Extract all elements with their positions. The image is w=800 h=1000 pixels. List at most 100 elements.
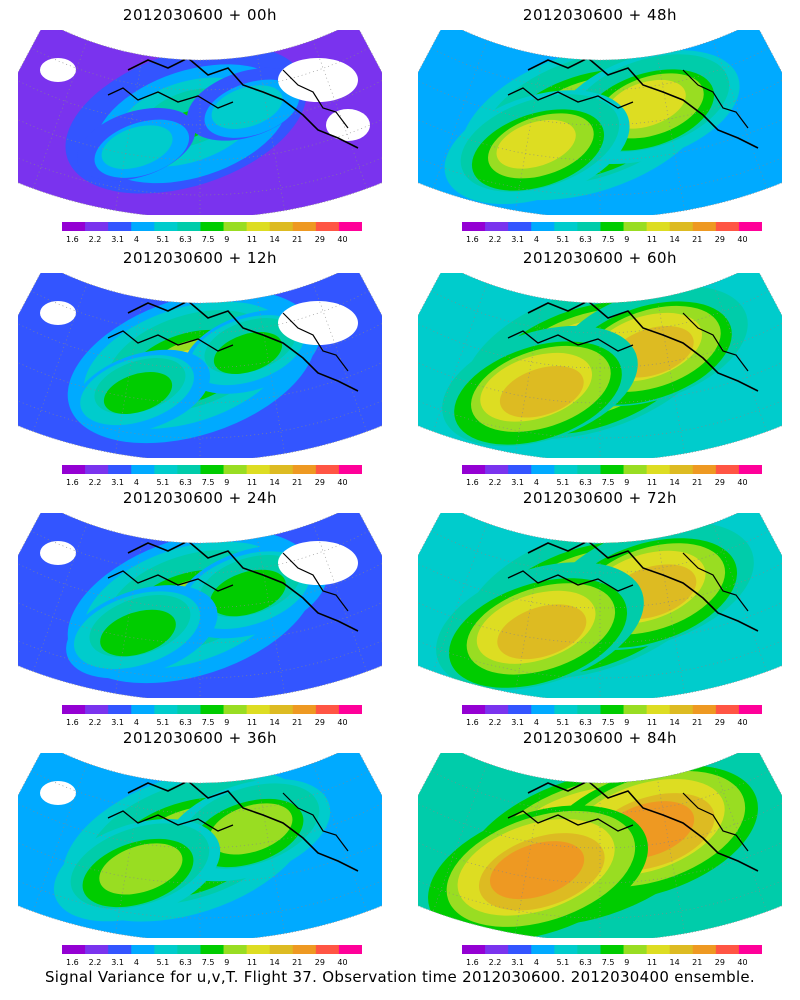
- colorbar-swatch: [108, 465, 132, 474]
- colorbar-label: 29: [715, 958, 725, 967]
- colorbar-swatch: [692, 465, 717, 474]
- colorbar: 1.6 2.2 3.1 4 5.1 6.3 7.5 9 11 14 21 29 40: [62, 222, 362, 244]
- colorbar-swatch: [508, 222, 532, 231]
- colorbar-label: 14: [270, 478, 280, 487]
- colorbar-label: 6.3: [179, 478, 192, 487]
- colorbar-label: 3.1: [511, 718, 524, 727]
- colorbar-label: 14: [270, 235, 280, 244]
- colorbar-swatch: [508, 465, 532, 474]
- colorbar-label: 5.1: [556, 958, 569, 967]
- colorbar-swatch: [131, 945, 155, 954]
- colorbar-label: 21: [292, 478, 302, 487]
- colorbar-label: 11: [247, 478, 257, 487]
- colorbar-swatch: [131, 705, 155, 714]
- variance-map: [18, 30, 382, 215]
- colorbar-label: 1.6: [66, 235, 79, 244]
- colorbar-swatch: [692, 705, 717, 714]
- colorbar-swatch: [154, 222, 178, 231]
- colorbar-swatch: [85, 705, 109, 714]
- colorbar-swatch: [315, 945, 340, 954]
- colorbar-swatch: [577, 705, 601, 714]
- colorbar-swatch: [554, 465, 578, 474]
- colorbar-label: 1.6: [466, 958, 479, 967]
- colorbar-label: 40: [337, 478, 347, 487]
- colorbar: 1.6 2.2 3.1 4 5.1 6.3 7.5 9 11 14 21 29 40: [62, 945, 362, 967]
- colorbar-label: 29: [315, 478, 325, 487]
- colorbar-label: 11: [247, 718, 257, 727]
- colorbar-swatch: [154, 945, 178, 954]
- colorbar-label: 7.5: [202, 958, 215, 967]
- colorbar-swatch: [246, 465, 271, 474]
- panel-title: 2012030600 + 36h: [122, 729, 278, 747]
- colorbar-label: 2.2: [89, 235, 102, 244]
- colorbar-label: 29: [715, 478, 725, 487]
- colorbar-swatch: [177, 222, 201, 231]
- colorbar-swatch: [623, 945, 648, 954]
- panel-title: 2012030600 + 48h: [522, 6, 678, 24]
- colorbar-label: 9: [224, 718, 229, 727]
- colorbar-label: 4: [534, 235, 539, 244]
- colorbar-label: 3.1: [511, 478, 524, 487]
- colorbar-label: 2.2: [89, 958, 102, 967]
- colorbar-label: 11: [647, 235, 657, 244]
- colorbar-label: 4: [534, 478, 539, 487]
- panel-title: 2012030600 + 24h: [122, 489, 278, 507]
- colorbar-label: 14: [670, 235, 680, 244]
- colorbar-swatch: [200, 465, 225, 474]
- colorbar: 1.6 2.2 3.1 4 5.1 6.3 7.5 9 11 14 21 29 40: [462, 945, 762, 967]
- colorbar-label: 40: [737, 478, 747, 487]
- colorbar-swatch: [131, 465, 155, 474]
- colorbar-swatch: [738, 465, 762, 474]
- colorbar-swatch: [223, 945, 248, 954]
- figure-caption: Signal Variance for u,v,T. Flight 37. Ob…: [44, 968, 756, 986]
- colorbar-swatch: [62, 222, 86, 231]
- colorbar-label: 40: [337, 718, 347, 727]
- colorbar-swatch: [246, 705, 271, 714]
- colorbar-swatch: [223, 705, 248, 714]
- colorbar-label: 40: [737, 718, 747, 727]
- colorbar-label: 4: [534, 958, 539, 967]
- colorbar-label: 5.1: [556, 478, 569, 487]
- colorbar-swatch: [315, 222, 340, 231]
- colorbar-swatch: [738, 705, 762, 714]
- colorbar-label: 6.3: [179, 718, 192, 727]
- colorbar-label: 21: [692, 478, 702, 487]
- panel-title: 2012030600 + 00h: [122, 6, 278, 24]
- colorbar-swatch: [531, 705, 555, 714]
- colorbar-swatch: [131, 222, 155, 231]
- colorbar-label: 14: [670, 958, 680, 967]
- panel-title: 2012030600 + 72h: [522, 489, 678, 507]
- forecast-panel: 2012030600 + 48h 1.6 2.2 3.1 4 5.1 6.3 7.5 9 11 14…: [400, 0, 800, 245]
- colorbar-swatch: [577, 222, 601, 231]
- colorbar-label: 21: [292, 958, 302, 967]
- colorbar-label: 9: [624, 235, 629, 244]
- colorbar-swatch: [338, 222, 362, 231]
- colorbar-swatch: [508, 945, 532, 954]
- colorbar-swatch: [315, 465, 340, 474]
- colorbar-swatch: [738, 945, 762, 954]
- variance-map: [418, 513, 782, 698]
- colorbar-swatch: [715, 465, 740, 474]
- colorbar-swatch: [85, 945, 109, 954]
- colorbar-swatch: [315, 705, 340, 714]
- variance-map: [18, 513, 382, 698]
- colorbar-swatch: [85, 222, 109, 231]
- colorbar-swatch: [108, 705, 132, 714]
- colorbar-swatch: [646, 945, 671, 954]
- colorbar-swatch: [292, 705, 317, 714]
- colorbar: 1.6 2.2 3.1 4 5.1 6.3 7.5 9 11 14 21 29 40: [462, 705, 762, 727]
- colorbar-swatch: [200, 705, 225, 714]
- colorbar-label: 6.3: [579, 718, 592, 727]
- colorbar-swatch: [338, 465, 362, 474]
- colorbar-label: 40: [737, 958, 747, 967]
- colorbar-label: 21: [292, 718, 302, 727]
- colorbar: 1.6 2.2 3.1 4 5.1 6.3 7.5 9 11 14 21 29 40: [62, 465, 362, 487]
- colorbar-label: 7.5: [202, 718, 215, 727]
- colorbar-swatch: [154, 465, 178, 474]
- colorbar-swatch: [462, 465, 486, 474]
- colorbar-swatch: [646, 705, 671, 714]
- colorbar-label: 5.1: [156, 235, 169, 244]
- colorbar-label: 14: [270, 718, 280, 727]
- forecast-panel: 2012030600 + 36h 1.6 2.2 3.1 4 5.1 6.3 7.5 9 11 14…: [0, 723, 400, 968]
- colorbar-swatch: [623, 705, 648, 714]
